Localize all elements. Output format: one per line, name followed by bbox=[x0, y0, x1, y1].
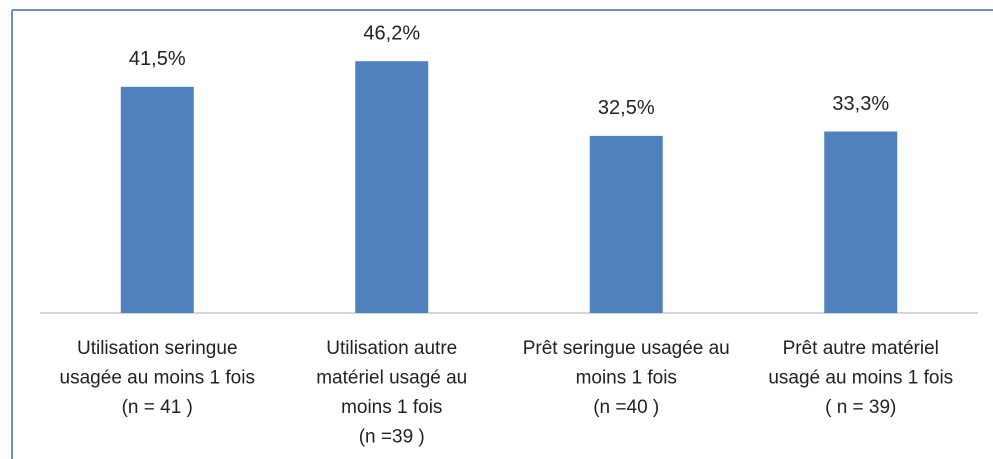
x-tick-label: moins 1 fois bbox=[576, 368, 677, 389]
x-tick-label: Prêt autre matériel bbox=[783, 338, 939, 359]
x-tick-label: ( n = 39) bbox=[825, 397, 896, 418]
value-label: 33,3% bbox=[832, 93, 889, 115]
x-tick-label: (n = 41 ) bbox=[122, 397, 193, 418]
x-tick-label: Utilisation autre bbox=[326, 338, 457, 359]
bar bbox=[824, 131, 898, 313]
x-tick-label: Prêt seringue usagée au bbox=[523, 338, 730, 359]
x-tick-label: usagé au moins 1 fois bbox=[768, 368, 953, 389]
x-tick-label: Utilisation seringue bbox=[77, 338, 238, 359]
value-label: 32,5% bbox=[598, 97, 655, 119]
x-tick-label: moins 1 fois bbox=[341, 397, 442, 418]
x-tick-label: usagée au moins 1 fois bbox=[60, 368, 255, 389]
bar bbox=[589, 135, 663, 313]
x-tick-label: (n =39 ) bbox=[359, 427, 425, 448]
bar bbox=[355, 61, 429, 314]
value-label: 46,2% bbox=[363, 22, 420, 44]
x-tick-label: matériel usagé au bbox=[316, 368, 467, 389]
x-tick-label: (n =40 ) bbox=[593, 397, 659, 418]
value-label: 41,5% bbox=[129, 48, 186, 70]
bar bbox=[120, 86, 194, 313]
